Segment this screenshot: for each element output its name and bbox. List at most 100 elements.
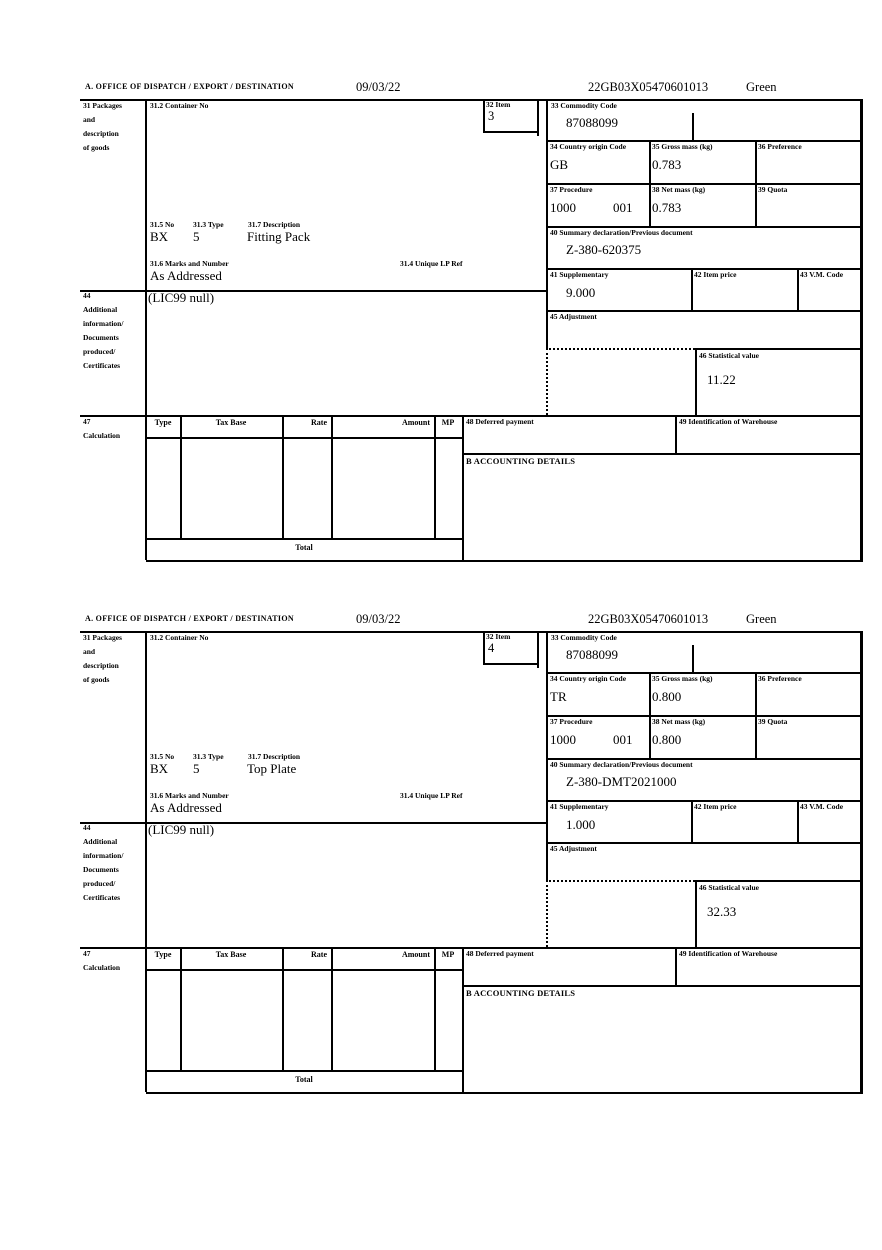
- vm-code-label: 43 V.M. Code: [800, 270, 844, 279]
- package-type-label: 31.3 Type: [193, 752, 224, 761]
- procedure-value: 1000: [550, 732, 576, 747]
- previous-document-value: Z-380-620375: [566, 242, 642, 257]
- outer-border: [860, 99, 863, 560]
- supplementary-value: 1.000: [566, 817, 596, 832]
- divider: [755, 140, 757, 226]
- divider: [755, 672, 757, 758]
- country-origin-label: 34 Country origin Code: [550, 142, 627, 151]
- marks-label: 31.6 Marks and Number: [150, 791, 229, 800]
- divider: [180, 947, 182, 1070]
- container-no-label: 31.2 Container No: [150, 101, 209, 110]
- statistical-value-label: 46 Statistical value: [699, 883, 759, 892]
- box44-label: 44: [83, 291, 91, 300]
- divider: [331, 415, 333, 538]
- commodity-code-label: 33 Commodity Code: [551, 633, 617, 642]
- box31-label: description: [83, 661, 119, 670]
- outer-border: [860, 631, 863, 1092]
- divider: [537, 631, 539, 668]
- divider: [797, 800, 799, 842]
- procedure-value: 1000: [550, 200, 576, 215]
- divider: [675, 415, 677, 453]
- dispatch-date: 09/03/22: [356, 80, 401, 94]
- divider: [146, 969, 462, 971]
- col-mp-header: MP: [441, 950, 455, 959]
- marks-label: 31.6 Marks and Number: [150, 259, 229, 268]
- box47-label: 47: [83, 949, 91, 958]
- divider: [695, 880, 697, 947]
- statistical-value: 32.33: [707, 904, 737, 919]
- divider: [145, 631, 147, 1092]
- package-no-value: BX: [150, 229, 169, 244]
- preference-label: 36 Preference: [758, 142, 802, 151]
- supplementary-value: 9.000: [566, 285, 596, 300]
- box44-label: produced/: [83, 879, 116, 888]
- col-rate-header: Rate: [311, 950, 327, 959]
- box31-label: 31 Packages: [83, 633, 122, 642]
- accounting-details-label: B ACCOUNTING DETAILS: [466, 988, 576, 998]
- country-origin-label: 34 Country origin Code: [550, 674, 627, 683]
- commodity-code-value: 87088099: [566, 647, 618, 662]
- vm-code-label: 43 V.M. Code: [800, 802, 844, 811]
- package-no-value: BX: [150, 761, 169, 776]
- procedure-value-2: 001: [613, 200, 633, 215]
- warehouse-id-label: 49 Identification of Warehouse: [679, 949, 778, 958]
- gross-mass-label: 35 Gross mass (kg): [652, 142, 713, 151]
- divider: [483, 631, 485, 663]
- divider: [331, 947, 333, 1070]
- country-origin-value: TR: [550, 689, 567, 704]
- description-label: 31.7 Description: [248, 220, 301, 229]
- procedure-label: 37 Procedure: [550, 185, 593, 194]
- divider: [483, 663, 539, 665]
- box47-label: 47: [83, 417, 91, 426]
- box47-label: Calculation: [83, 963, 121, 972]
- routing-status: Green: [746, 612, 777, 626]
- routing-status: Green: [746, 80, 777, 94]
- commodity-code-tick: [692, 113, 694, 140]
- declaration-reference: 22GB03X05470601013: [588, 80, 709, 94]
- box31-label: of goods: [83, 675, 110, 684]
- item-number-value: 3: [488, 109, 495, 123]
- divider: [691, 800, 693, 842]
- gross-mass-value: 0.783: [652, 157, 682, 172]
- adjustment-label: 45 Adjustment: [550, 844, 597, 853]
- item-number-label: 32 Item: [486, 100, 511, 109]
- box44-label: Documents: [83, 865, 119, 874]
- declaration-item-section-2: A. OFFICE OF DISPATCH / EXPORT / DESTINA…: [0, 612, 882, 1094]
- marks-value: As Addressed: [150, 268, 222, 283]
- additional-info-value: (LIC99 null): [148, 822, 215, 837]
- statistical-value-label: 46 Statistical value: [699, 351, 759, 360]
- office-of-dispatch-label: A. OFFICE OF DISPATCH / EXPORT / DESTINA…: [85, 614, 294, 623]
- previous-document-label: 40 Summary declaration/Previous document: [550, 760, 693, 769]
- item-number-value: 4: [488, 641, 495, 655]
- country-origin-value: GB: [550, 157, 569, 172]
- unique-lp-ref-label: 31.4 Unique LP Ref: [400, 259, 463, 268]
- deferred-payment-label: 48 Deferred payment: [466, 949, 534, 958]
- package-no-label: 31.5 No: [150, 752, 175, 761]
- container-no-label: 31.2 Container No: [150, 633, 209, 642]
- total-label: Total: [295, 543, 313, 552]
- dotted-divider: [546, 348, 695, 350]
- box31-label: description: [83, 129, 119, 138]
- divider: [691, 268, 693, 310]
- previous-document-label: 40 Summary declaration/Previous document: [550, 228, 693, 237]
- divider: [695, 348, 860, 350]
- adjustment-label: 45 Adjustment: [550, 312, 597, 321]
- divider: [537, 99, 539, 136]
- divider: [546, 758, 860, 760]
- quota-label: 39 Quota: [758, 717, 788, 726]
- divider: [546, 226, 860, 228]
- box44-label: produced/: [83, 347, 116, 356]
- divider: [546, 183, 860, 185]
- divider: [695, 348, 697, 415]
- divider: [546, 140, 860, 142]
- dotted-divider: [546, 880, 695, 882]
- divider: [695, 880, 860, 882]
- commodity-code-tick: [692, 645, 694, 672]
- deferred-payment-label: 48 Deferred payment: [466, 417, 534, 426]
- supplementary-label: 41 Supplementary: [550, 802, 609, 811]
- divider: [546, 715, 860, 717]
- dotted-divider: [546, 348, 548, 415]
- divider: [546, 672, 860, 674]
- preference-label: 36 Preference: [758, 674, 802, 683]
